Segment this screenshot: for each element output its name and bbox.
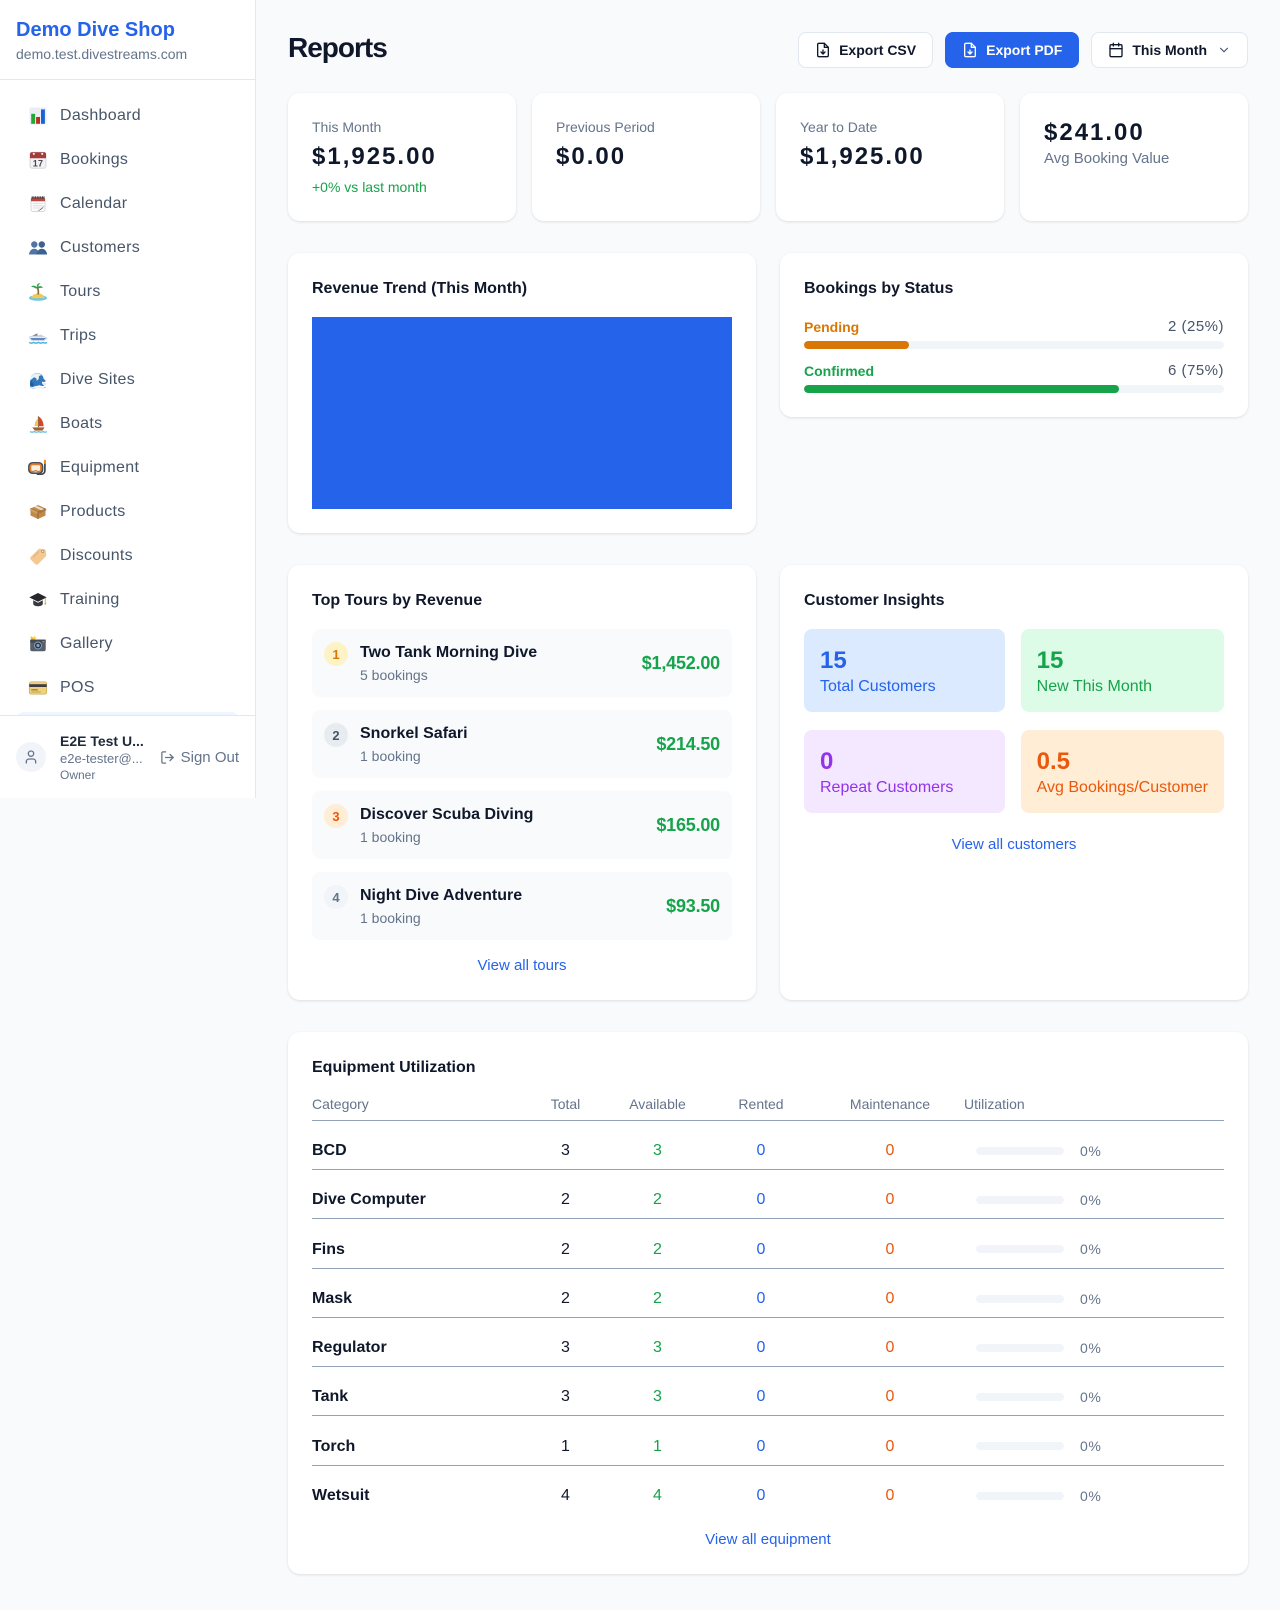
svg-text:17: 17 xyxy=(33,158,44,168)
